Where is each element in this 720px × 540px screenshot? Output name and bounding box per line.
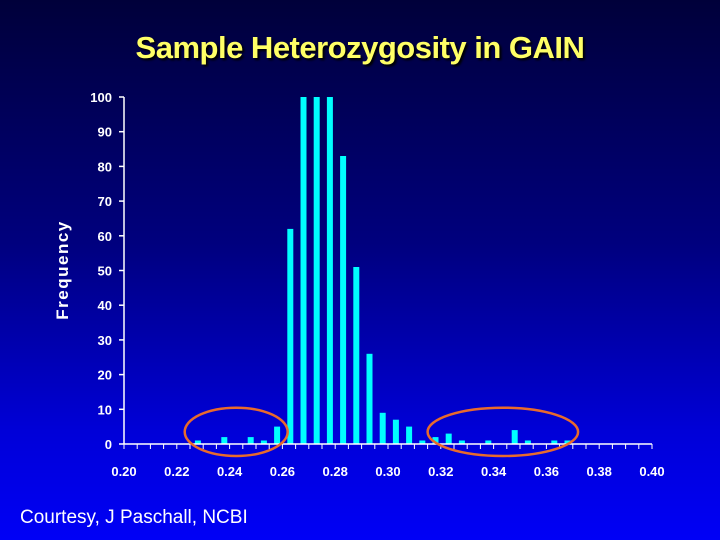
bar [300,97,307,444]
x-tick-label: 0.34 [481,464,507,479]
y-axis-label: Frequency [53,220,72,319]
bars-group [194,97,571,444]
bar [313,97,320,444]
x-tick-label: 0.22 [164,464,189,479]
y-tick-label: 10 [98,402,112,417]
y-tick-label: 40 [98,298,112,313]
x-tick-label: 0.30 [375,464,400,479]
axes-group [119,96,653,449]
highlight-ellipse [183,406,289,458]
bar [458,440,465,444]
y-tick-label: 100 [90,90,112,105]
slide-title: Sample Heterozygosity in GAIN [135,30,585,65]
x-tick-label: 0.28 [323,464,348,479]
y-tick-label: 50 [98,264,112,279]
x-tick-label: 0.40 [639,464,664,479]
y-tick-label: 90 [98,125,112,140]
bar [524,440,531,444]
bar [194,440,201,444]
bar [445,433,452,444]
x-tick-label: 0.26 [270,464,295,479]
bar [287,228,294,444]
bar [551,440,558,444]
y-tick-label: 60 [98,229,112,244]
bar [511,430,518,444]
bar [379,412,386,444]
x-tick-label: 0.32 [428,464,453,479]
bar [353,267,360,444]
highlight-ellipse [426,406,580,458]
credit-text: Courtesy, J Paschall, NCBI [20,507,248,528]
bar [419,440,426,444]
tick-labels-group: 0 10 20 30 40 50 60 70 80 90 100 0.20 0.22 0.24 0.26 0.… [90,90,664,479]
x-tick-label: 0.20 [111,464,136,479]
bar [221,437,228,444]
x-tick-label: 0.36 [534,464,559,479]
x-tick-label: 0.24 [217,464,243,479]
bar [260,440,267,444]
bar [564,440,571,444]
x-tick-label: 0.38 [587,464,612,479]
y-tick-label: 30 [98,333,112,348]
bar [340,156,347,444]
y-tick-label: 80 [98,159,112,174]
bar [247,437,254,444]
bar [366,353,373,444]
bar [406,426,413,444]
bar [326,97,333,444]
y-tick-label: 20 [98,368,112,383]
bar [274,426,281,444]
y-tick-label: 0 [105,437,112,452]
highlight-ellipses-group [183,406,580,458]
bar [392,419,399,444]
y-tick-label: 70 [98,194,112,209]
bar [432,437,439,444]
bar [485,440,492,444]
